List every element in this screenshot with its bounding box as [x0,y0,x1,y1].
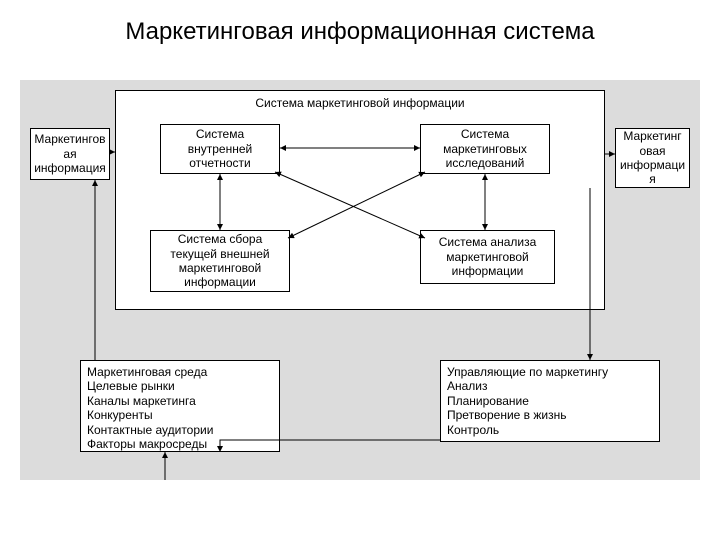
slide-title: Маркетинговая информационная система [0,18,720,46]
node-analysis-system: Система анализа маркетинговой информации [420,230,555,284]
marketing-environment-box: Маркетинговая среда Целевые рынки Каналы… [80,360,280,452]
node-external-collection: Система сбора текущей внешней маркетинго… [150,230,290,292]
node-internal-reporting: Система внутренней отчетности [160,124,280,174]
outer-system-label: Система маркетинговой информации [115,96,605,110]
left-marketing-info-box: Маркетингов ая информация [30,128,110,180]
diagram-canvas: Система маркетинговой информации Маркети… [20,80,700,480]
node-marketing-research: Система маркетинговых исследований [420,124,550,174]
right-marketing-info-box: Маркетинг овая информаци я [615,128,690,188]
marketing-managers-box: Управляющие по маркетингу Анализ Планиро… [440,360,660,442]
